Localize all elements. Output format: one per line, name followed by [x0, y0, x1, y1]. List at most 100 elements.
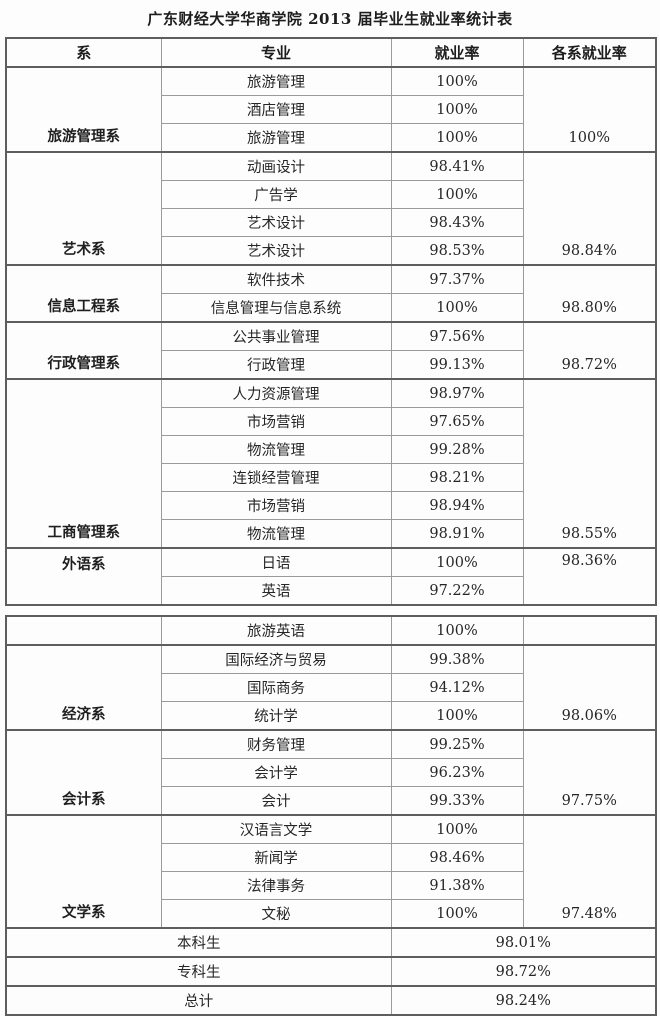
table-row: 市场营销 98.94%: [6, 491, 656, 520]
major-cell: 酒店管理: [160, 95, 392, 124]
dept-rate-cell: 98.06%: [522, 644, 657, 731]
table-row: 广告学 100%: [6, 180, 656, 209]
major-cell: 会计: [160, 786, 392, 816]
dept-cell: 会计系: [5, 729, 162, 816]
rate-cell: 100%: [390, 899, 524, 929]
table-row: 信息工程系 软件技术 97.37% 98.80%: [5, 264, 657, 323]
dept-cell: 经济系: [5, 644, 162, 731]
major-cell: 市场营销: [160, 407, 392, 436]
summary-row: 专科生 98.72%: [5, 956, 657, 987]
major-cell: 汉语言文学: [160, 814, 392, 844]
rate-cell: 96.23%: [390, 758, 524, 787]
dept-cell: 信息工程系: [5, 264, 162, 323]
rate-cell: 97.22%: [390, 576, 524, 606]
rate-cell: 98.91%: [390, 519, 524, 549]
major-cell: 艺术设计: [160, 236, 392, 266]
dept-cell: 行政管理系: [5, 321, 162, 380]
major-cell: 物流管理: [160, 435, 392, 464]
dept-cell: 旅游管理系: [5, 66, 162, 153]
major-cell: 英语: [160, 576, 392, 606]
rate-cell: 91.38%: [390, 871, 524, 900]
major-cell: 旅游管理: [160, 123, 392, 153]
dept-rate-cell: 98.36%: [522, 547, 657, 606]
rate-cell: 100%: [390, 123, 524, 153]
major-cell: 日语: [160, 547, 392, 577]
major-cell: 市场营销: [160, 491, 392, 520]
table-row: 旅游管理系 旅游管理 100% 100%: [5, 66, 657, 153]
dept-rate-cell: 97.48%: [522, 814, 657, 929]
table-row: 艺术系 动画设计 98.41% 98.84%: [5, 151, 657, 266]
rate-cell: 100%: [390, 547, 524, 577]
dept-cell: 工商管理系: [5, 378, 162, 549]
table-row: 外语系 日语 100% 98.36%: [5, 547, 657, 606]
rate-cell: 100%: [390, 95, 524, 124]
table-row: 法律事务 91.38%: [6, 871, 656, 900]
dept-cell: 艺术系: [5, 151, 162, 266]
header-row: 系 专业 就业率 各系就业率: [5, 37, 657, 68]
rate-cell: 98.21%: [390, 463, 524, 492]
table-row: 行政管理 99.13%: [6, 350, 656, 380]
summary-row: 总计 98.24%: [5, 985, 657, 1016]
major-cell: 连锁经营管理: [160, 463, 392, 492]
rate-cell: 100%: [390, 293, 524, 323]
employment-table-page1: 系 专业 就业率 各系就业率 旅游管理系 旅游管理 100% 100% 酒店管理…: [5, 37, 657, 606]
rate-cell: 99.38%: [390, 644, 524, 674]
dept-rate-cell: 98.55%: [522, 378, 657, 549]
summary-label-cell: 总计: [5, 985, 392, 1016]
major-cell: 行政管理: [160, 350, 392, 380]
rate-cell: 98.53%: [390, 236, 524, 266]
employment-table-page2: 旅游英语 100% 经济系 国际经济与贸易 99.38% 98.06% 国际商务…: [5, 615, 657, 1016]
major-cell: 文秘: [160, 899, 392, 929]
table-row: 工商管理系 人力资源管理 98.97% 98.55%: [5, 378, 657, 549]
rate-cell: 99.33%: [390, 786, 524, 816]
major-cell: 旅游英语: [160, 615, 392, 646]
summary-label-cell: 本科生: [5, 927, 392, 958]
summary-value-cell: 98.72%: [390, 956, 657, 987]
rate-cell: 99.28%: [390, 435, 524, 464]
table-row: 酒店管理 100%: [6, 95, 656, 124]
table-row: 旅游英语 100%: [5, 615, 657, 646]
table-row: 艺术设计 98.43%: [6, 208, 656, 237]
rate-cell: 94.12%: [390, 673, 524, 702]
major-cell: 统计学: [160, 701, 392, 731]
summary-label-cell: 专科生: [5, 956, 392, 987]
major-cell: 物流管理: [160, 519, 392, 549]
rate-cell: 100%: [390, 814, 524, 844]
dept-rate-cell: 97.75%: [522, 729, 657, 816]
rate-cell: 97.56%: [390, 321, 524, 351]
summary-value-cell: 98.01%: [390, 927, 657, 958]
table-row: 行政管理系 公共事业管理 97.56% 98.72%: [5, 321, 657, 380]
column-header-dept-rate: 各系就业率: [522, 37, 657, 68]
rate-cell: 100%: [390, 180, 524, 209]
major-cell: 动画设计: [160, 151, 392, 181]
table-row: 统计学 100%: [6, 701, 656, 731]
major-cell: 广告学: [160, 180, 392, 209]
rate-cell: 97.37%: [390, 264, 524, 294]
table-row: 英语 97.22%: [6, 576, 656, 606]
column-header-dept: 系: [5, 37, 162, 68]
rate-cell: 100%: [390, 615, 524, 646]
table-row: 会计 99.33%: [6, 786, 656, 816]
table-row: 艺术设计 98.53%: [6, 236, 656, 266]
rate-cell: 98.97%: [390, 378, 524, 408]
major-cell: 信息管理与信息系统: [160, 293, 392, 323]
dept-rate-cell: 98.84%: [522, 151, 657, 266]
table-row: 国际商务 94.12%: [6, 673, 656, 702]
dept-cell: [5, 615, 162, 646]
dept-rate-cell: 98.72%: [522, 321, 657, 380]
table-row: 信息管理与信息系统 100%: [6, 293, 656, 323]
table-row: 物流管理 98.91%: [6, 519, 656, 549]
major-cell: 旅游管理: [160, 66, 392, 96]
rate-cell: 100%: [390, 701, 524, 731]
rate-cell: 98.94%: [390, 491, 524, 520]
rate-cell: 97.65%: [390, 407, 524, 436]
table-row: 文秘 100%: [6, 899, 656, 929]
table-row: 会计系 财务管理 99.25% 97.75%: [5, 729, 657, 816]
dept-cell: 外语系: [5, 547, 162, 606]
table-row: 旅游管理 100%: [6, 123, 656, 153]
table-row: 物流管理 99.28%: [6, 435, 656, 464]
rate-cell: 98.41%: [390, 151, 524, 181]
major-cell: 软件技术: [160, 264, 392, 294]
major-cell: 艺术设计: [160, 208, 392, 237]
dept-rate-cell: 100%: [522, 66, 657, 153]
